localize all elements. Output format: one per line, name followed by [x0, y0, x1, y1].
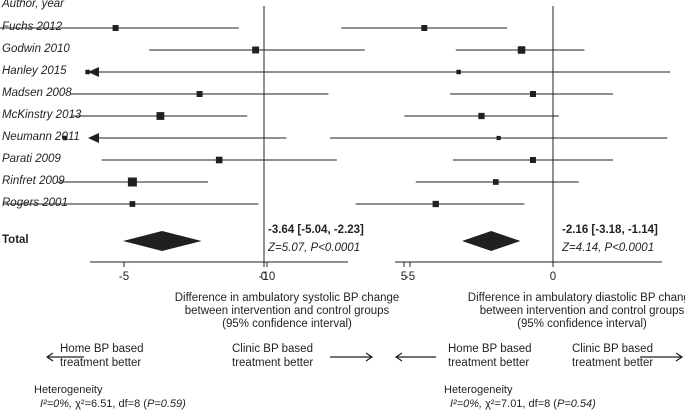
x-axis-title-line: Difference in ambulatory systolic BP cha… — [174, 292, 400, 304]
point-estimate — [127, 177, 137, 187]
x-axis-title-line: between intervention and control groups — [479, 305, 685, 317]
z-statistic: Z=4.14, — [562, 242, 602, 254]
label-line: Home BP based — [448, 343, 532, 355]
study-label: Rinfret 2009 — [2, 175, 65, 187]
heterogeneity-systolic: Heterogeneity I²=0%, χ²=6.51, df=8 (P=0.… — [34, 383, 186, 411]
study-label: Fuchs 2012 — [2, 21, 63, 33]
study-label: Neumann 2011 — [2, 131, 80, 143]
label-line: treatment better — [448, 357, 530, 369]
point-estimate — [252, 46, 260, 54]
chi2-stat: χ²=7.01, df=8 ( — [485, 398, 557, 410]
author-year-header: Author, year — [2, 0, 65, 10]
label-line: treatment better — [232, 357, 314, 369]
home-better-label-diastolic: Home BP based treatment better — [448, 342, 532, 370]
point-estimate — [215, 156, 223, 164]
label-line: Clinic BP based — [232, 343, 313, 355]
clinic-better-label-diastolic: Clinic BP based treatment better — [572, 342, 653, 370]
total-ci-diastolic: -2.16 [-3.18, -1.14] — [562, 224, 658, 236]
point-estimate — [196, 91, 203, 97]
point-estimate — [85, 69, 90, 75]
clinic-better-label-systolic: Clinic BP based treatment better — [232, 342, 313, 370]
total-ci-systolic: -3.64 [-5.04, -2.23] — [268, 224, 364, 236]
ci-arrow — [88, 133, 99, 143]
p-stat: P=0.59) — [146, 398, 186, 410]
study-label: Parati 2009 — [2, 153, 61, 165]
home-better-label-systolic: Home BP based treatment better — [60, 342, 144, 370]
x-axis-title-line: (95% confidence interval) — [222, 318, 352, 330]
label-line: treatment better — [60, 357, 142, 369]
study-label: Madsen 2008 — [2, 87, 72, 99]
label-line: treatment better — [572, 357, 654, 369]
x-axis-title-diastolic: Difference in ambulatory diastolic BP ch… — [392, 292, 685, 331]
study-label: Hanley 2015 — [2, 65, 67, 77]
x-axis-title-line: Difference in ambulatory diastolic BP ch… — [467, 292, 685, 304]
label-line: Home BP based — [60, 343, 144, 355]
summary-diamond — [122, 231, 202, 251]
p-value: P<0.0001 — [310, 242, 361, 254]
heterogeneity-title: Heterogeneity — [34, 384, 103, 396]
x-axis-title-line: between intervention and control groups — [184, 305, 390, 317]
z-statistic: Z=5.07, — [268, 242, 308, 254]
ci-arrow — [88, 67, 99, 77]
study-label: Godwin 2010 — [2, 43, 70, 55]
right-arrowhead — [365, 352, 374, 362]
p-stat: P=0.54) — [556, 398, 596, 410]
i2-stat: I²=0%, — [40, 398, 76, 410]
p-value: P<0.0001 — [604, 242, 655, 254]
point-estimate — [156, 112, 165, 120]
total-z-systolic: Z=5.07, P<0.0001 — [268, 242, 360, 254]
heterogeneity-stats: I²=0%, χ²=6.51, df=8 (P=0.59) — [34, 397, 186, 411]
heterogeneity-title: Heterogeneity — [444, 384, 513, 396]
study-label: McKinstry 2013 — [2, 109, 82, 121]
total-z-diastolic: Z=4.14, P<0.0001 — [562, 242, 654, 254]
x-tick-label: 5 — [401, 271, 407, 283]
study-label: Rogers 2001 — [2, 197, 68, 209]
point-estimate — [62, 135, 68, 141]
x-axis-title-line: (95% confidence interval) — [517, 318, 647, 330]
x-axis-title-systolic: Difference in ambulatory systolic BP cha… — [97, 292, 477, 331]
heterogeneity-stats: I²=0%, χ²=7.01, df=8 (P=0.54) — [444, 397, 596, 411]
left-arrowhead — [45, 352, 54, 362]
chi2-stat: χ²=6.51, df=8 ( — [75, 398, 147, 410]
point-estimate — [129, 201, 136, 207]
i2-stat: I²=0%, — [450, 398, 486, 410]
label-line: Clinic BP based — [572, 343, 653, 355]
x-tick-label: -5 — [119, 271, 129, 283]
total-label: Total — [2, 234, 29, 246]
x-tick-label: 0 — [261, 271, 267, 283]
heterogeneity-diastolic: Heterogeneity I²=0%, χ²=7.01, df=8 (P=0.… — [444, 383, 596, 411]
point-estimate — [112, 25, 119, 31]
